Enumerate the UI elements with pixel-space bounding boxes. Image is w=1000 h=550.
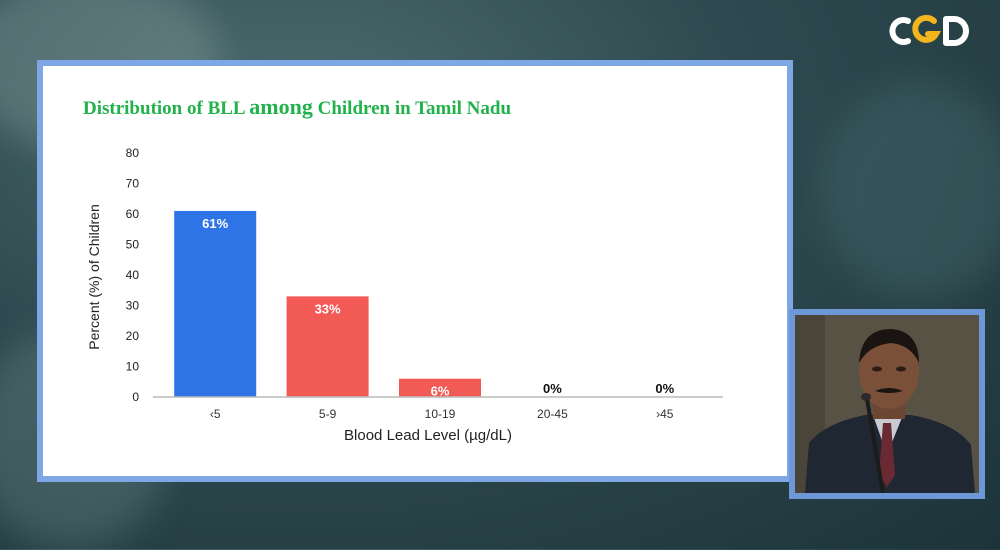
y-tick-label-5: 50: [126, 238, 140, 252]
x-tick-label-3: 20-45: [537, 407, 568, 421]
cgd-logo: [888, 12, 972, 50]
data-label-3: 0%: [543, 381, 562, 396]
x-tick-label-1: 5-9: [319, 407, 337, 421]
speaker-video: [795, 315, 979, 493]
bar-1: [286, 296, 369, 397]
slide: Distribution of BLL among Children in Ta…: [43, 66, 787, 476]
x-tick-label-0: ‹5: [210, 407, 221, 421]
y-tick-label-3: 30: [126, 299, 140, 313]
y-tick-label-7: 70: [126, 177, 140, 191]
y-tick-label-2: 20: [126, 329, 140, 343]
chart-title: Distribution of BLL among Children in Ta…: [83, 94, 512, 119]
bar-chart: 0 10 20 30 40 50 60 70 80 Percent (%) of Children…: [86, 146, 723, 444]
x-axis-label: Blood Lead Level (µg/dL): [344, 427, 512, 444]
y-tick-label-1: 10: [126, 360, 140, 374]
bar-0: [174, 210, 257, 397]
data-label-0: 61%: [202, 216, 228, 231]
background-blur-3: [820, 80, 1000, 300]
y-tick-label-0: 0: [132, 390, 139, 404]
data-label-4: 0%: [655, 381, 674, 396]
slide-frame: Distribution of BLL among Children in Ta…: [37, 60, 793, 482]
x-tick-label-4: ›45: [656, 407, 674, 421]
data-label-2: 6%: [431, 384, 450, 399]
y-tick-label-4: 40: [126, 268, 140, 282]
speaker-video-frame: [789, 309, 985, 499]
data-label-1: 33%: [315, 301, 341, 316]
y-axis-label: Percent (%) of Children: [86, 204, 102, 350]
bar-2: [399, 378, 481, 397]
y-tick-label-6: 60: [126, 207, 140, 221]
x-tick-label-2: 10-19: [425, 407, 456, 421]
y-tick-label-8: 80: [126, 146, 140, 160]
